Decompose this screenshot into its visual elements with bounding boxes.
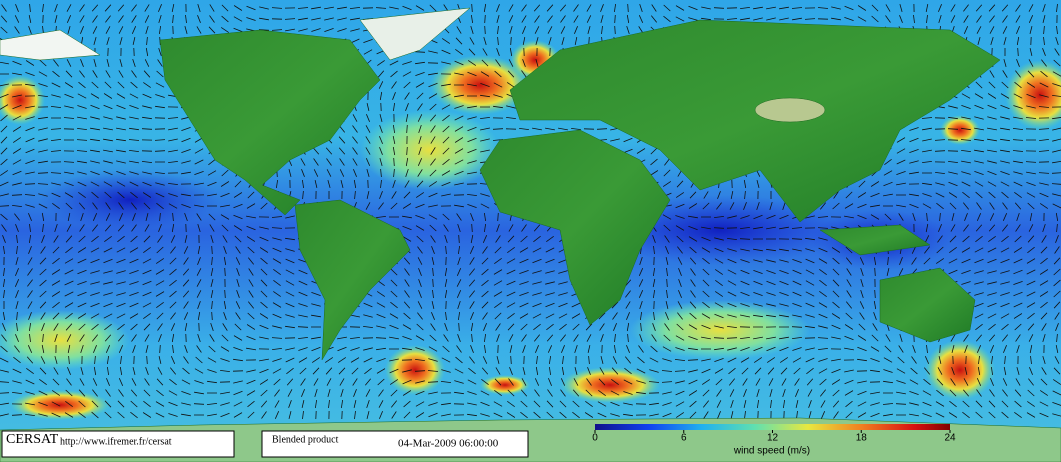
colorbar-tick-label: 12 <box>767 433 779 444</box>
product-box <box>261 430 529 458</box>
logo: CERSAT <box>6 432 59 447</box>
credit-box <box>1 430 235 458</box>
colorbar-tick-label: 6 <box>681 433 687 444</box>
footer: CERSAT http://www.ifremer.fr/cersat Blen… <box>1 424 956 458</box>
product: Blended product <box>272 434 339 445</box>
timestamp: 04-Mar-2009 06:00:00 <box>398 438 499 450</box>
colorbar-tick-label: 0 <box>592 433 598 444</box>
colorbar <box>595 424 950 430</box>
colorbar-tick-label: 18 <box>856 433 868 444</box>
url: http://www.ifremer.fr/cersat <box>60 436 172 447</box>
colorbar-label: wind speed (m/s) <box>733 446 810 457</box>
colorbar-tick-label: 24 <box>944 433 956 444</box>
